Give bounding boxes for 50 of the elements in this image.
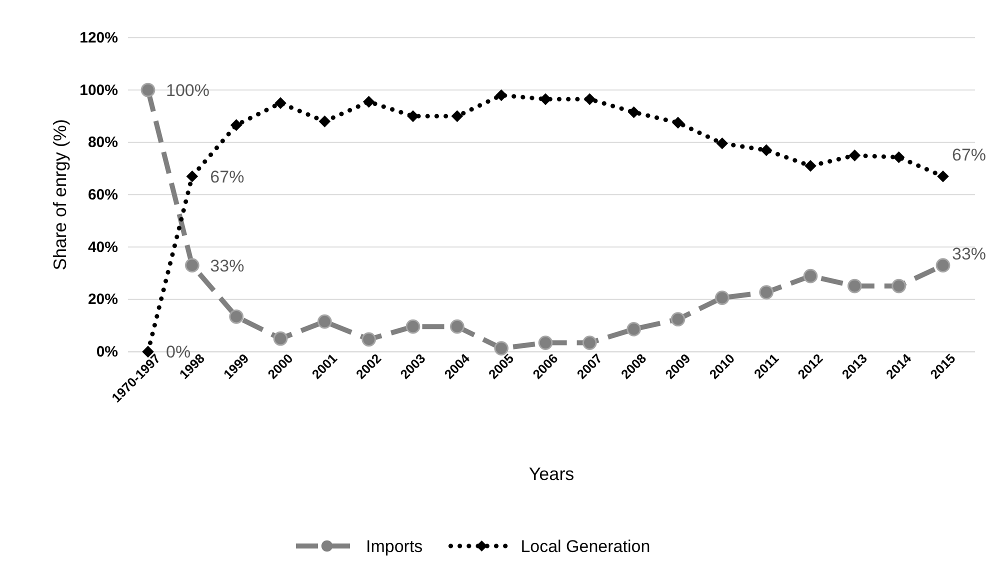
point <box>803 268 818 284</box>
point <box>317 314 332 329</box>
point <box>230 119 242 131</box>
point <box>672 116 684 129</box>
point <box>670 312 686 326</box>
point <box>847 278 862 294</box>
point <box>273 331 288 346</box>
point <box>450 319 464 334</box>
point <box>362 96 375 108</box>
point <box>760 144 772 156</box>
data-label: 67% <box>210 167 244 186</box>
point <box>140 82 156 98</box>
point <box>495 89 508 102</box>
y-tick-label: 80% <box>88 134 118 152</box>
y-tick-label: 20% <box>88 291 118 308</box>
y-tick-label: 40% <box>88 238 118 256</box>
y-tick-label: 120% <box>80 29 118 46</box>
point <box>626 322 642 336</box>
point <box>892 151 905 164</box>
point <box>582 336 597 350</box>
point <box>714 290 730 305</box>
point <box>184 258 200 273</box>
legend-label: Imports <box>366 537 423 556</box>
legend-label: Local Generation <box>520 537 650 556</box>
point <box>362 332 376 347</box>
point <box>407 110 419 122</box>
point <box>584 93 596 106</box>
data-label: 33% <box>210 256 244 276</box>
point <box>451 110 464 122</box>
point <box>716 137 728 150</box>
data-label: 33% <box>952 244 986 264</box>
y-axis-title: Share of enrgy (%) <box>50 119 70 270</box>
point <box>937 170 949 182</box>
point <box>538 336 553 350</box>
point <box>759 285 774 300</box>
y-tick-label: 60% <box>88 186 118 204</box>
x-axis-title: Years <box>528 464 574 484</box>
data-label: 100% <box>166 81 210 100</box>
point <box>936 258 950 273</box>
point <box>406 319 420 334</box>
point <box>318 115 331 128</box>
point <box>848 150 861 162</box>
point <box>229 309 244 324</box>
y-tick-label: 100% <box>80 82 118 99</box>
point <box>892 278 906 294</box>
point <box>804 160 816 172</box>
point <box>628 106 640 118</box>
data-label: 67% <box>952 145 986 164</box>
point <box>274 97 286 109</box>
point <box>186 170 198 182</box>
